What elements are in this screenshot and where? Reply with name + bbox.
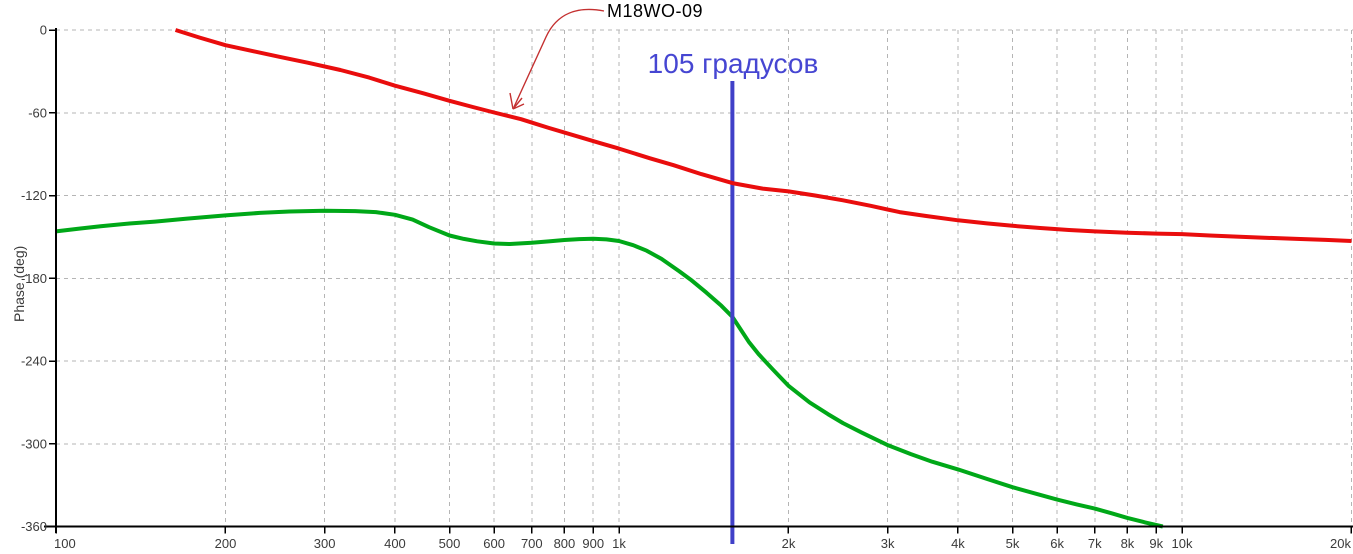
y-tick-label: -300 [21,436,47,451]
x-tick-label: 5k [1006,536,1020,551]
x-tick-label: 8k [1121,536,1135,551]
red-phase-curve [174,28,1352,243]
marker-label: 105 градусов [647,48,819,79]
green-phase-curve [55,208,1164,529]
x-tick-label: 3k [881,536,895,551]
x-tick-label: 100 [54,536,76,551]
x-tick-label: 800 [554,536,576,551]
x-tick-label: 2k [782,536,796,551]
x-tick-label: 200 [215,536,237,551]
x-tick-label: 9k [1149,536,1163,551]
x-tick-label: 20k [1330,536,1351,551]
annotation-label: M18WO-09 [607,1,704,21]
y-tick-label: -240 [21,354,47,369]
y-tick-label: -120 [21,188,47,203]
x-tick-label: 900 [582,536,604,551]
x-tick-label: 1k [612,536,626,551]
x-tick-label: 7k [1088,536,1102,551]
y-tick-label: -360 [21,519,47,534]
y-tick-label: -60 [28,105,47,120]
x-tick-label: 10k [1172,536,1193,551]
x-tick-label: 300 [314,536,336,551]
x-tick-label: 500 [439,536,461,551]
x-tick-label: 6k [1050,536,1064,551]
y-tick-label: 0 [40,23,47,38]
x-tick-label: 4k [951,536,965,551]
y-axis-title: Phase (deg) [11,245,27,322]
x-tick-label: 600 [483,536,505,551]
x-tick-label: 700 [521,536,543,551]
x-tick-label: 400 [384,536,406,551]
y-tick-label: -180 [21,271,47,286]
